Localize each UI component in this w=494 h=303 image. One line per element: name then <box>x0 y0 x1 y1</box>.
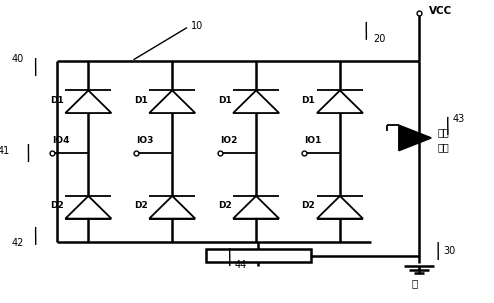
Text: D1: D1 <box>134 96 148 105</box>
Text: 钳位: 钳位 <box>438 127 450 137</box>
Text: IO3: IO3 <box>136 136 154 145</box>
Text: D2: D2 <box>134 201 148 210</box>
Polygon shape <box>65 196 111 218</box>
Text: D2: D2 <box>302 201 315 210</box>
Text: D1: D1 <box>50 96 64 105</box>
Text: 单元: 单元 <box>438 142 450 152</box>
Polygon shape <box>233 90 279 113</box>
Text: IO4: IO4 <box>52 136 70 145</box>
Text: D2: D2 <box>218 201 232 210</box>
Text: D1: D1 <box>302 96 315 105</box>
Text: 20: 20 <box>373 34 386 44</box>
Polygon shape <box>149 196 195 218</box>
Text: 43: 43 <box>453 114 465 124</box>
Text: 地: 地 <box>412 278 418 288</box>
Text: VCC: VCC <box>429 6 452 16</box>
Text: 41: 41 <box>0 146 9 157</box>
Text: IO1: IO1 <box>304 136 322 145</box>
Text: IO2: IO2 <box>220 136 238 145</box>
Text: 10: 10 <box>191 21 204 31</box>
Polygon shape <box>65 90 111 113</box>
Text: 40: 40 <box>12 54 24 64</box>
Text: D1: D1 <box>218 96 232 105</box>
Polygon shape <box>149 90 195 113</box>
Text: 30: 30 <box>443 246 455 256</box>
Polygon shape <box>317 90 363 113</box>
Polygon shape <box>233 196 279 218</box>
Polygon shape <box>317 196 363 218</box>
Text: D2: D2 <box>50 201 64 210</box>
Text: 42: 42 <box>12 238 24 248</box>
Text: 44: 44 <box>235 260 247 270</box>
Polygon shape <box>399 125 431 151</box>
Bar <box>206 249 311 262</box>
